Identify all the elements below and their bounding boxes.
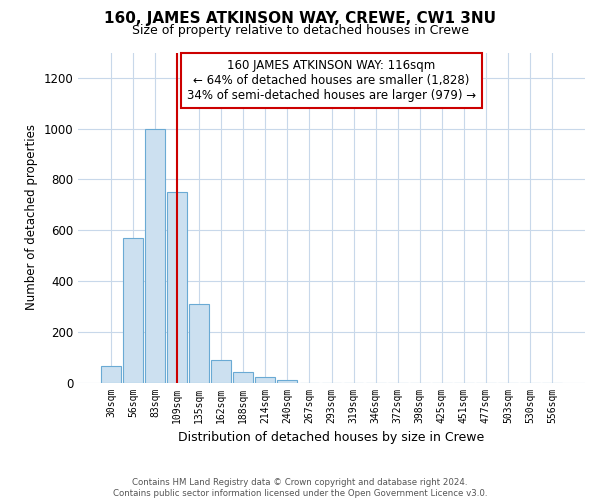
Bar (277, 380, 298, 382)
Bar (233, 372, 253, 382)
Y-axis label: Number of detached properties: Number of detached properties (25, 124, 38, 310)
Bar (256, 378, 275, 382)
Bar (145, 128, 165, 382)
Text: 160, JAMES ATKINSON WAY, CREWE, CW1 3NU: 160, JAMES ATKINSON WAY, CREWE, CW1 3NU (104, 11, 496, 26)
Bar (167, 192, 187, 382)
Bar (189, 304, 209, 382)
Text: Size of property relative to detached houses in Crewe: Size of property relative to detached ho… (131, 24, 469, 37)
Bar (123, 238, 143, 382)
Text: Contains HM Land Registry data © Crown copyright and database right 2024.
Contai: Contains HM Land Registry data © Crown c… (113, 478, 487, 498)
Bar (101, 366, 121, 382)
Bar (211, 360, 231, 382)
Text: 160 JAMES ATKINSON WAY: 116sqm
← 64% of detached houses are smaller (1,828)
34% : 160 JAMES ATKINSON WAY: 116sqm ← 64% of … (187, 59, 476, 102)
X-axis label: Distribution of detached houses by size in Crewe: Distribution of detached houses by size … (178, 431, 485, 444)
